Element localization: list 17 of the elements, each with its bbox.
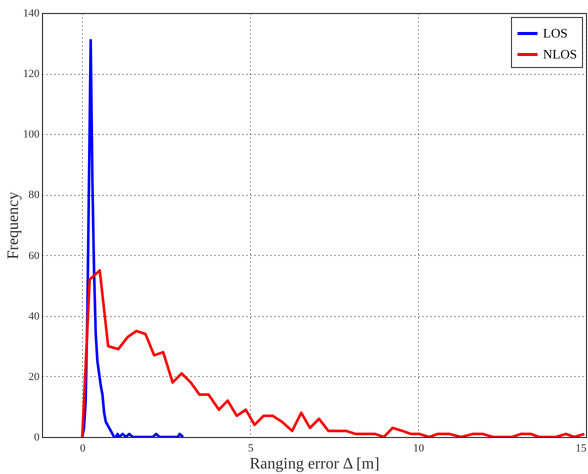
legend-label: NLOS: [543, 46, 577, 62]
y-tick-label: 80: [28, 189, 40, 202]
y-axis-title: Frequency: [5, 192, 22, 260]
y-tick-label: 20: [28, 370, 40, 383]
x-tick-label: 10: [413, 442, 425, 454]
x-axis-title: Ranging error Δ [m]: [250, 456, 380, 472]
y-tick-label: 120: [23, 68, 40, 80]
y-tick-label: 40: [28, 310, 40, 322]
y-tick-label: 0: [34, 432, 40, 444]
line-series: [80, 269, 586, 437]
x-tick-label: 0: [80, 442, 86, 454]
legend-label: LOS: [543, 26, 568, 40]
y-tick-label: 140: [23, 8, 40, 20]
y-tick-label: 100: [23, 128, 40, 141]
y-tick-label: 60: [28, 250, 40, 262]
x-tick-label: 5: [248, 442, 254, 454]
x-tick-label: 15: [576, 442, 587, 454]
